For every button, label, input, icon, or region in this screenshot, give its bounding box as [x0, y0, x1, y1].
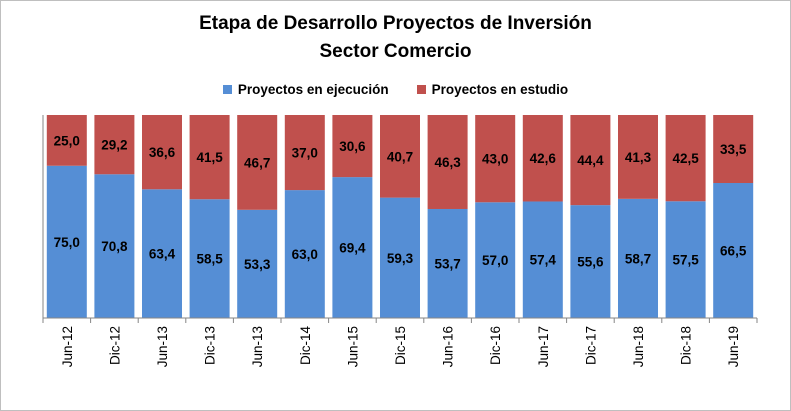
data-label-estudio-7: 40,7: [387, 149, 413, 164]
bar-ejecucion-6: [332, 177, 373, 318]
bar-estudio-6: [332, 115, 373, 178]
bar-estudio-12: [618, 115, 658, 199]
data-label-ejecucion-13: 57,5: [672, 253, 699, 268]
x-tick-label-11: Dic-17: [583, 326, 598, 365]
bar-estudio-8: [427, 115, 468, 209]
bar-estudio-3: [189, 115, 230, 200]
data-label-estudio-11: 44,4: [577, 153, 604, 168]
x-tick-label-7: Dic-15: [393, 326, 408, 365]
bar-estudio-13: [665, 115, 706, 202]
data-label-estudio-14: 33,5: [720, 142, 747, 157]
legend-swatch-estudio: [416, 85, 426, 94]
bar-estudio-1: [94, 115, 135, 175]
bar-ejecucion-2: [142, 189, 182, 318]
data-label-estudio-12: 41,3: [625, 150, 652, 165]
x-tick-label-14: Jun-19: [726, 326, 741, 367]
legend-item-ejecucion: Proyectos en ejecución: [222, 82, 389, 97]
x-tick-label-0: Jun-12: [60, 326, 75, 367]
data-label-ejecucion-6: 69,4: [339, 241, 366, 256]
x-tick-label-10: Jun-17: [536, 326, 551, 367]
bar-ejecucion-1: [94, 174, 135, 318]
data-label-estudio-4: 46,7: [244, 155, 270, 170]
legend: Proyectos en ejecución Proyectos en estu…: [0, 82, 791, 97]
x-tick-label-12: Jun-18: [631, 326, 646, 367]
data-label-ejecucion-1: 70,8: [101, 239, 128, 254]
x-tick-label-4: Jun-13: [250, 326, 265, 367]
data-label-estudio-10: 42,6: [530, 151, 557, 166]
chart-title-block: Etapa de Desarrollo Proyectos de Inversi…: [0, 10, 791, 66]
bar-estudio-0: [46, 115, 87, 166]
bar-estudio-5: [284, 115, 325, 191]
x-tick-label-5: Dic-14: [298, 326, 313, 366]
bar-ejecucion-3: [189, 199, 230, 318]
bar-ejecucion-12: [618, 198, 658, 318]
data-label-estudio-2: 36,6: [149, 145, 176, 160]
data-label-estudio-6: 30,6: [339, 139, 366, 154]
data-label-estudio-9: 43,0: [482, 152, 508, 167]
bar-ejecucion-11: [570, 205, 611, 318]
bar-ejecucion-0: [46, 165, 87, 318]
legend-label-ejecucion: Proyectos en ejecución: [237, 82, 389, 97]
bar-ejecucion-4: [237, 209, 278, 318]
chart-subtitle: Sector Comercio: [319, 41, 472, 62]
chart-title: Etapa de Desarrollo Proyectos de Inversi…: [199, 13, 592, 34]
data-label-ejecucion-3: 58,5: [196, 252, 223, 267]
data-label-estudio-1: 29,2: [101, 138, 127, 153]
data-label-ejecucion-2: 63,4: [149, 247, 176, 262]
data-label-ejecucion-9: 57,0: [482, 253, 508, 268]
bar-estudio-4: [237, 115, 278, 210]
bar-ejecucion-8: [427, 208, 468, 318]
bar-ejecucion-10: [522, 201, 563, 318]
x-tick-label-2: Jun-13: [155, 326, 170, 367]
bar-ejecucion-7: [380, 197, 420, 318]
data-label-ejecucion-12: 58,7: [625, 251, 651, 266]
legend-swatch-ejecucion: [222, 85, 232, 94]
x-tick-label-3: Dic-13: [203, 326, 218, 365]
bar-ejecucion-9: [475, 202, 516, 318]
bar-ejecucion-5: [284, 190, 325, 318]
legend-item-estudio: Proyectos en estudio: [416, 82, 569, 97]
x-tick-label-9: Dic-16: [488, 326, 503, 365]
x-tick-label-1: Dic-12: [107, 326, 122, 365]
data-label-ejecucion-7: 59,3: [387, 251, 414, 266]
bar-estudio-10: [522, 115, 563, 202]
data-label-ejecucion-14: 66,5: [720, 244, 747, 259]
data-label-ejecucion-5: 63,0: [292, 247, 318, 262]
data-label-ejecucion-8: 53,7: [434, 256, 460, 271]
data-label-ejecucion-0: 75,0: [54, 235, 80, 250]
bar-ejecucion-13: [665, 201, 706, 318]
bar-estudio-2: [142, 115, 182, 190]
x-tick-label-6: Jun-15: [345, 326, 360, 367]
x-tick-label-13: Dic-18: [679, 326, 694, 365]
data-label-estudio-5: 37,0: [292, 146, 318, 161]
data-label-ejecucion-11: 55,6: [577, 255, 604, 270]
data-label-estudio-8: 46,3: [434, 155, 461, 170]
bar-ejecucion-14: [713, 183, 754, 318]
bar-estudio-9: [475, 115, 516, 203]
data-label-estudio-0: 25,0: [54, 133, 80, 148]
x-tick-label-8: Jun-16: [441, 326, 456, 367]
data-label-estudio-3: 41,5: [196, 150, 223, 165]
bar-estudio-11: [570, 115, 611, 206]
data-label-estudio-13: 42,5: [672, 151, 699, 166]
legend-label-estudio: Proyectos en estudio: [431, 82, 569, 97]
data-label-ejecucion-4: 53,3: [244, 257, 271, 272]
bar-estudio-14: [713, 115, 754, 184]
bar-estudio-7: [380, 115, 420, 198]
data-label-ejecucion-10: 57,4: [530, 253, 557, 268]
